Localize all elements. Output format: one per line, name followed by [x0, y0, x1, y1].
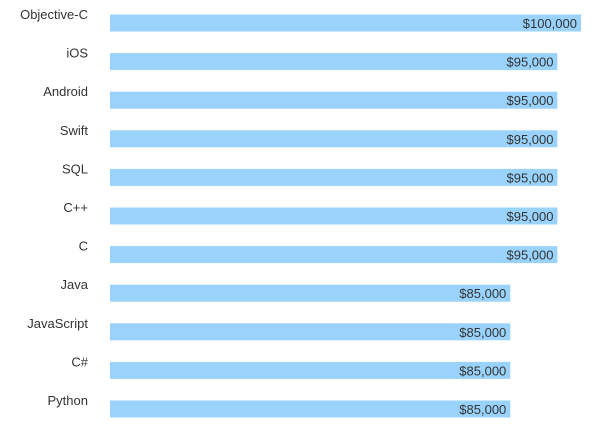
- value-label-cplusplus: $95,000: [507, 209, 554, 224]
- bar-cplusplus: [110, 207, 558, 225]
- value-label-ios: $95,000: [507, 55, 554, 70]
- bar-sql: [110, 168, 558, 186]
- bar-objective-c: [110, 14, 581, 32]
- bar-swift: [110, 130, 558, 148]
- category-label-python: Python: [48, 393, 88, 408]
- category-label-swift: Swift: [60, 123, 89, 138]
- value-label-sql: $95,000: [507, 170, 554, 185]
- bar-javascript: [110, 323, 511, 341]
- value-label-javascript: $85,000: [459, 325, 506, 340]
- bar-ios: [110, 53, 558, 71]
- category-label-java: Java: [61, 277, 89, 292]
- value-label-python: $85,000: [459, 402, 506, 417]
- bar-c: [110, 246, 558, 264]
- value-label-java: $85,000: [459, 286, 506, 301]
- category-label-ios: iOS: [66, 46, 88, 61]
- value-label-swift: $95,000: [507, 132, 554, 147]
- value-label-android: $95,000: [507, 93, 554, 108]
- category-label-javascript: JavaScript: [27, 316, 88, 331]
- value-label-objective-c: $100,000: [523, 16, 577, 31]
- category-label-c: C: [79, 239, 88, 254]
- category-label-android: Android: [43, 84, 88, 99]
- bar-csharp: [110, 361, 511, 379]
- category-label-sql: SQL: [62, 161, 88, 176]
- value-label-c: $95,000: [507, 248, 554, 263]
- bars-layer: [110, 14, 581, 418]
- category-label-csharp: C#: [71, 354, 88, 369]
- category-label-objective-c: Objective-C: [20, 7, 88, 22]
- bar-java: [110, 284, 511, 302]
- bar-android: [110, 91, 558, 109]
- labels-layer: Objective-C $100,000 iOS $95,000 Android $95,…: [20, 7, 577, 417]
- value-label-csharp: $85,000: [459, 363, 506, 378]
- bar-python: [110, 400, 511, 418]
- category-label-cplusplus: C++: [63, 200, 88, 215]
